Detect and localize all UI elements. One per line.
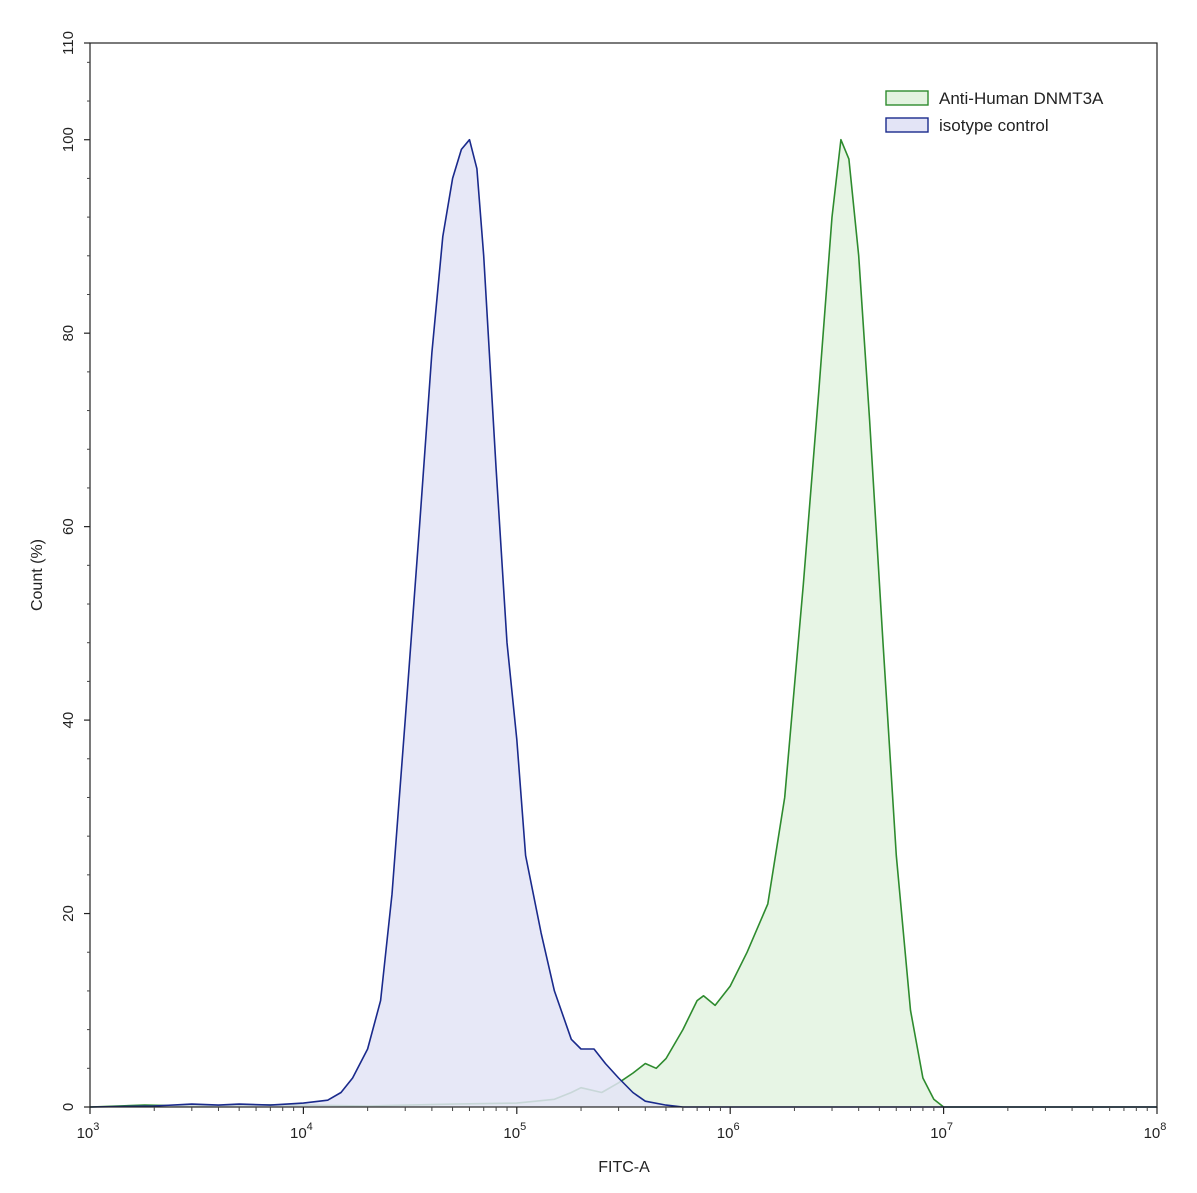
y-tick-label: 0 xyxy=(60,1103,77,1111)
y-axis-label: Count (%) xyxy=(29,539,46,611)
legend-swatch-1 xyxy=(885,117,929,133)
legend-swatch-0 xyxy=(885,90,929,106)
y-tick-label: 100 xyxy=(60,127,77,152)
x-tick-exponent: 5 xyxy=(520,1121,526,1133)
y-tick-label: 20 xyxy=(60,905,77,922)
plot-frame xyxy=(89,42,1158,1108)
series-line-1 xyxy=(89,138,1157,1108)
legend: Anti-Human DNMT3A isotype control xyxy=(885,89,1104,135)
series-area-0 xyxy=(90,139,1157,1107)
y-tick-label: 40 xyxy=(60,712,77,729)
x-tick-exponent: 6 xyxy=(733,1121,739,1133)
y-tick-label: 80 xyxy=(60,325,77,342)
x-axis-label: FITC-A xyxy=(598,1159,650,1176)
y-tick-label: 110 xyxy=(60,31,77,55)
x-tick-exponent: 7 xyxy=(947,1121,953,1133)
x-tick-exponent: 3 xyxy=(93,1121,99,1133)
plot-area xyxy=(89,138,1157,1108)
legend-label-1: isotype control xyxy=(939,116,1049,135)
legend-label-0: Anti-Human DNMT3A xyxy=(939,89,1104,108)
x-tick-exponent: 8 xyxy=(1160,1121,1166,1133)
y-tick-label: 60 xyxy=(60,518,77,535)
x-tick-exponent: 4 xyxy=(307,1121,313,1133)
